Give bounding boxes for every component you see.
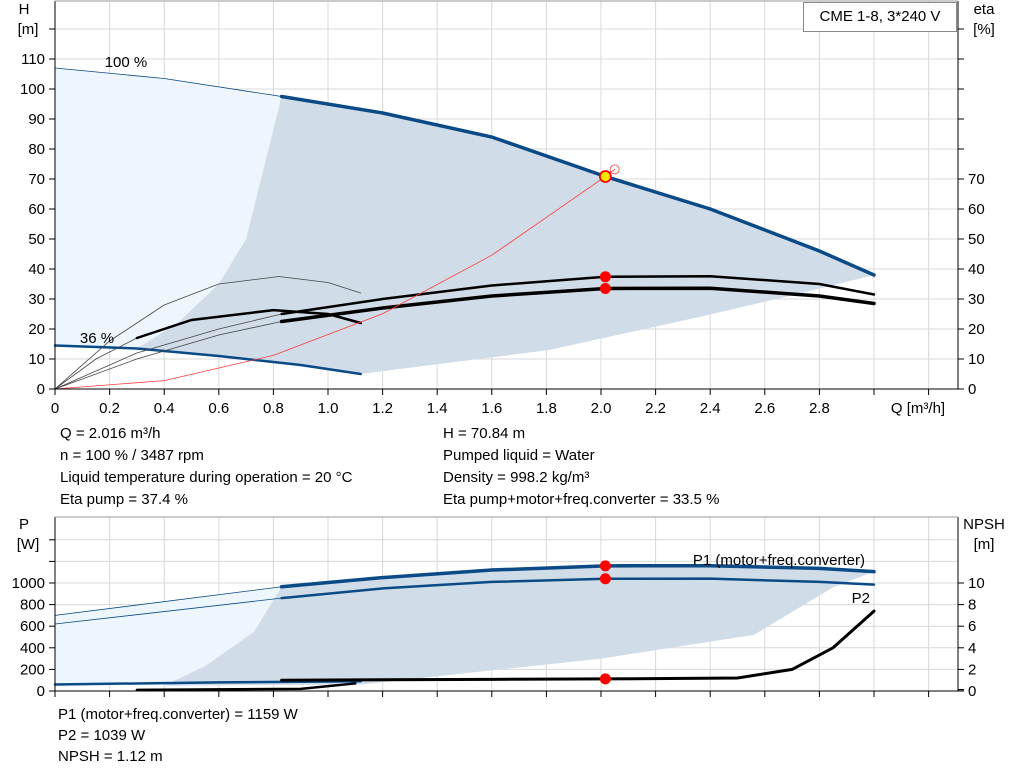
y-right-tick-label: 2 [968,661,976,678]
x-tick-label: 0.6 [208,400,229,417]
curve-eta-total-36 [135,308,363,340]
y-tick-label: 1000 [12,575,45,592]
result-eta-pump: Eta pump = 37.4 % [60,491,188,508]
x-tick-label: 1.4 [427,400,448,417]
result-eta-total: Eta pump+motor+freq.converter = 33.5 % [443,491,720,508]
x-tick-label: 2.0 [591,400,612,417]
y-tick-label: 800 [20,597,45,614]
curve-npsh [280,609,876,682]
curve-npsh-36 [135,682,357,692]
y-right-tick-label: 0 [968,381,976,398]
y-tick-label: 100 [20,81,45,98]
y-axis-unit: [W] [17,536,40,553]
x-axis-label: Q [m³/h] [891,400,945,417]
result-p2: P2 = 1039 W [58,727,146,744]
y-right-tick-label: 70 [968,171,985,188]
curve-eta-pump-36 [54,276,362,390]
y-right-axis-unit: [%] [973,21,995,38]
pump-legend-box: CME 1-8, 3*240 V [803,2,957,32]
x-tick-label: 2.4 [700,400,721,417]
y-axis-unit: [m] [18,21,39,38]
y-right-tick-label: 10 [968,351,985,368]
y-right-tick-label: 30 [968,291,985,308]
y-right-tick-label: 8 [968,597,976,614]
y-tick-label: 40 [28,261,45,278]
duty-point [599,573,611,585]
result-flow: Q = 2.016 m³/h [60,425,161,442]
operating-range-light-area [55,68,361,374]
curve-eta-total-36-thin [54,337,138,390]
duty-point [599,271,611,283]
x-tick-label: 0.4 [154,400,175,417]
y-right-tick-label: 60 [968,201,985,218]
x-tick-label: 2.6 [754,400,775,417]
y-tick-label: 10 [28,351,45,368]
operating-range-dark-area [136,96,874,374]
x-tick-label: 1.0 [318,400,339,417]
p2-series-label: P2 [852,590,870,607]
result-p1: P1 (motor+freq.converter) = 1159 W [58,706,298,723]
curve-h36 [53,344,363,376]
y-tick-label: 200 [20,661,45,678]
y-right-axis-unit: [m] [974,536,995,553]
y-axis-label: H [19,1,30,18]
y-axis-label: P [19,516,29,533]
result-temperature: Liquid temperature during operation = 20… [60,469,353,486]
npsh-duty-point [599,673,611,685]
y-tick-label: 400 [20,640,45,657]
result-density: Density = 998.2 kg/m³ [443,469,590,486]
y-tick-label: 0 [37,381,45,398]
y-tick-label: 50 [28,231,45,248]
result-liquid: Pumped liquid = Water [443,447,595,464]
y-tick-label: 0 [37,683,45,700]
y-tick-label: 30 [28,291,45,308]
curve-p-36 [53,680,363,686]
p1-series-label: P1 (motor+freq.converter) [693,552,865,569]
y-tick-label: 20 [28,321,45,338]
result-head: H = 70.84 m [443,425,526,442]
duty-point [599,560,611,572]
y-right-tick-label: 10 [968,575,985,592]
y-tick-label: 600 [20,618,45,635]
result-speed: n = 100 % / 3487 rpm [60,447,204,464]
x-tick-label: 0.2 [99,400,120,417]
y-right-axis-label: NPSH [963,516,1005,533]
y-tick-label: 70 [28,171,45,188]
operating-range-dark-area [164,565,874,686]
y-right-axis-label: eta [974,1,996,18]
y-tick-label: 80 [28,141,45,158]
x-tick-label: 2.2 [645,400,666,417]
y-right-tick-label: 4 [968,640,976,657]
x-tick-label: 1.8 [536,400,557,417]
duty-point [598,170,612,183]
duty-point [599,283,611,294]
curve-h100-thin [54,67,282,97]
y-tick-label: 90 [28,111,45,128]
x-tick-label: 0 [51,400,59,417]
y-tick-label: 110 [21,51,45,68]
x-tick-label: 2.8 [809,400,830,417]
annotation-100-percent: 100 % [105,54,148,71]
curve-eta-total-thin [54,321,282,390]
curve-p1-thin [54,586,282,616]
y-right-tick-label: 50 [968,231,985,248]
x-tick-label: 1.2 [372,400,393,417]
y-right-tick-label: 6 [968,618,976,635]
curve-eta-pump-thin [54,313,282,390]
x-tick-label: 0.8 [263,400,284,417]
x-tick-label: 1.6 [481,400,502,417]
y-right-tick-label: 40 [968,261,985,278]
annotation-36-percent: 36 % [80,330,114,347]
system-curve-end-marker [609,164,620,175]
y-right-tick-label: 0 [968,683,976,700]
y-tick-label: 60 [28,201,45,218]
y-right-tick-label: 20 [968,321,985,338]
result-npsh: NPSH = 1.12 m [58,748,163,765]
curve-p2-thin [54,597,282,625]
